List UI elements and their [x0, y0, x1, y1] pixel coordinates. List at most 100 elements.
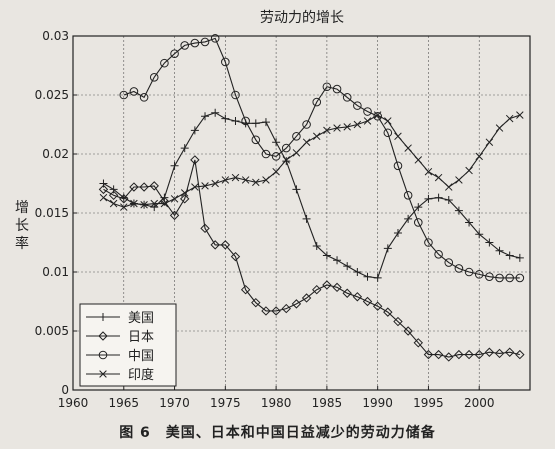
data-point — [119, 90, 129, 100]
legend-label: 日本 — [128, 330, 154, 345]
data-point — [353, 101, 362, 110]
data-point — [393, 161, 403, 171]
legend-marker — [98, 350, 108, 360]
data-point — [211, 179, 219, 188]
data-point — [139, 93, 149, 102]
line-chart: 劳动力的增长 0 0.005 0.01 0.015 0.02 0.025 0.03 1960… — [15, 10, 531, 410]
data-point — [495, 124, 504, 132]
data-point — [282, 156, 291, 164]
data-point — [139, 182, 149, 192]
x-tick-label: 1990 — [362, 396, 393, 410]
data-point — [312, 132, 321, 141]
chart-title: 劳动力的增长 — [260, 10, 344, 26]
data-point — [210, 240, 220, 250]
data-point — [373, 111, 382, 121]
data-point — [414, 203, 423, 212]
series-circle — [119, 34, 525, 283]
data-point — [515, 253, 524, 262]
x-axis: 1960 1965 1970 1975 1980 1985 1990 1995 2000 — [58, 386, 495, 410]
data-point — [302, 120, 311, 129]
data-point — [169, 210, 180, 221]
y-tick-label: 0.015 — [35, 206, 69, 220]
data-point — [485, 272, 494, 282]
data-point — [454, 264, 464, 273]
data-point — [464, 349, 474, 360]
data-point — [383, 244, 392, 253]
data-point — [423, 349, 434, 360]
data-point — [262, 176, 270, 184]
x-tick-label: 1960 — [58, 396, 89, 410]
data-point — [515, 273, 525, 283]
data-point — [485, 138, 494, 146]
data-point — [201, 182, 209, 190]
data-point — [424, 167, 433, 176]
data-point — [494, 348, 505, 359]
data-point — [474, 270, 484, 279]
y-tick-label: 0.005 — [35, 324, 69, 338]
data-point — [271, 152, 281, 161]
data-point — [291, 299, 302, 309]
legend-item: 中国 — [86, 349, 154, 364]
figure-caption: 图 6 美国、日本和中国日益减少的劳动力储备 — [119, 425, 436, 441]
data-point — [424, 194, 433, 203]
data-point — [261, 149, 271, 159]
data-point — [241, 116, 250, 126]
data-point — [150, 203, 159, 212]
data-point — [170, 195, 179, 203]
data-point — [434, 193, 443, 202]
data-point — [200, 223, 210, 234]
data-point — [312, 242, 321, 251]
x-tick-label: 1995 — [413, 396, 444, 410]
data-point — [414, 156, 423, 164]
data-point — [282, 157, 291, 166]
legend-item: 美国 — [86, 311, 154, 326]
data-point — [373, 111, 382, 119]
x-tick-label: 2000 — [464, 396, 495, 410]
x-tick-label: 1975 — [210, 396, 241, 410]
data-point — [292, 132, 301, 141]
series-diamond — [98, 155, 525, 362]
data-point — [201, 112, 210, 121]
data-point — [119, 194, 129, 204]
y-tick-label: 0.01 — [42, 265, 69, 279]
data-point — [130, 199, 138, 208]
data-point — [352, 292, 363, 302]
legend-marker — [99, 313, 107, 321]
data-point — [220, 240, 231, 250]
data-point — [433, 349, 444, 360]
x-tick-label: 1965 — [109, 396, 140, 410]
data-point — [150, 199, 158, 208]
data-point — [363, 272, 372, 281]
data-point — [170, 49, 179, 59]
y-tick-label: 0 — [61, 383, 69, 397]
data-point — [434, 250, 443, 259]
data-point — [403, 191, 413, 200]
data-point — [455, 176, 463, 184]
data-point — [393, 229, 402, 238]
data-point — [190, 126, 199, 135]
data-point — [363, 117, 372, 125]
data-point — [99, 193, 108, 202]
data-point — [323, 126, 331, 135]
data-point — [484, 347, 495, 357]
data-point — [393, 316, 403, 327]
y-tick-label: 0.025 — [35, 88, 69, 102]
legend-marker — [98, 331, 108, 341]
data-point — [332, 84, 342, 94]
data-point — [505, 273, 514, 283]
legend-label: 印度 — [128, 367, 154, 383]
data-point — [240, 284, 251, 295]
data-point — [464, 267, 474, 277]
data-point — [108, 190, 119, 201]
data-point — [475, 230, 484, 239]
data-point — [454, 349, 464, 360]
data-point — [210, 34, 220, 43]
data-point — [373, 273, 382, 282]
data-point — [445, 183, 453, 191]
data-point — [383, 307, 393, 317]
data-point — [190, 155, 200, 165]
data-point — [424, 238, 433, 247]
data-point — [129, 182, 139, 192]
data-point — [180, 144, 189, 153]
data-point — [322, 280, 332, 290]
